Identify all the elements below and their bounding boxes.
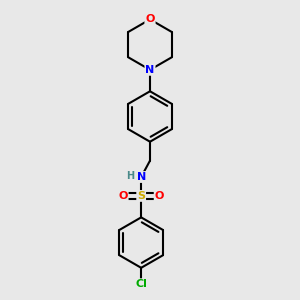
Text: O: O [145,14,155,24]
Text: N: N [146,65,154,75]
Text: H: H [126,171,134,181]
Text: Cl: Cl [135,279,147,289]
Text: S: S [137,191,145,201]
Text: O: O [118,191,128,201]
Text: N: N [136,172,146,182]
Text: O: O [154,191,164,201]
